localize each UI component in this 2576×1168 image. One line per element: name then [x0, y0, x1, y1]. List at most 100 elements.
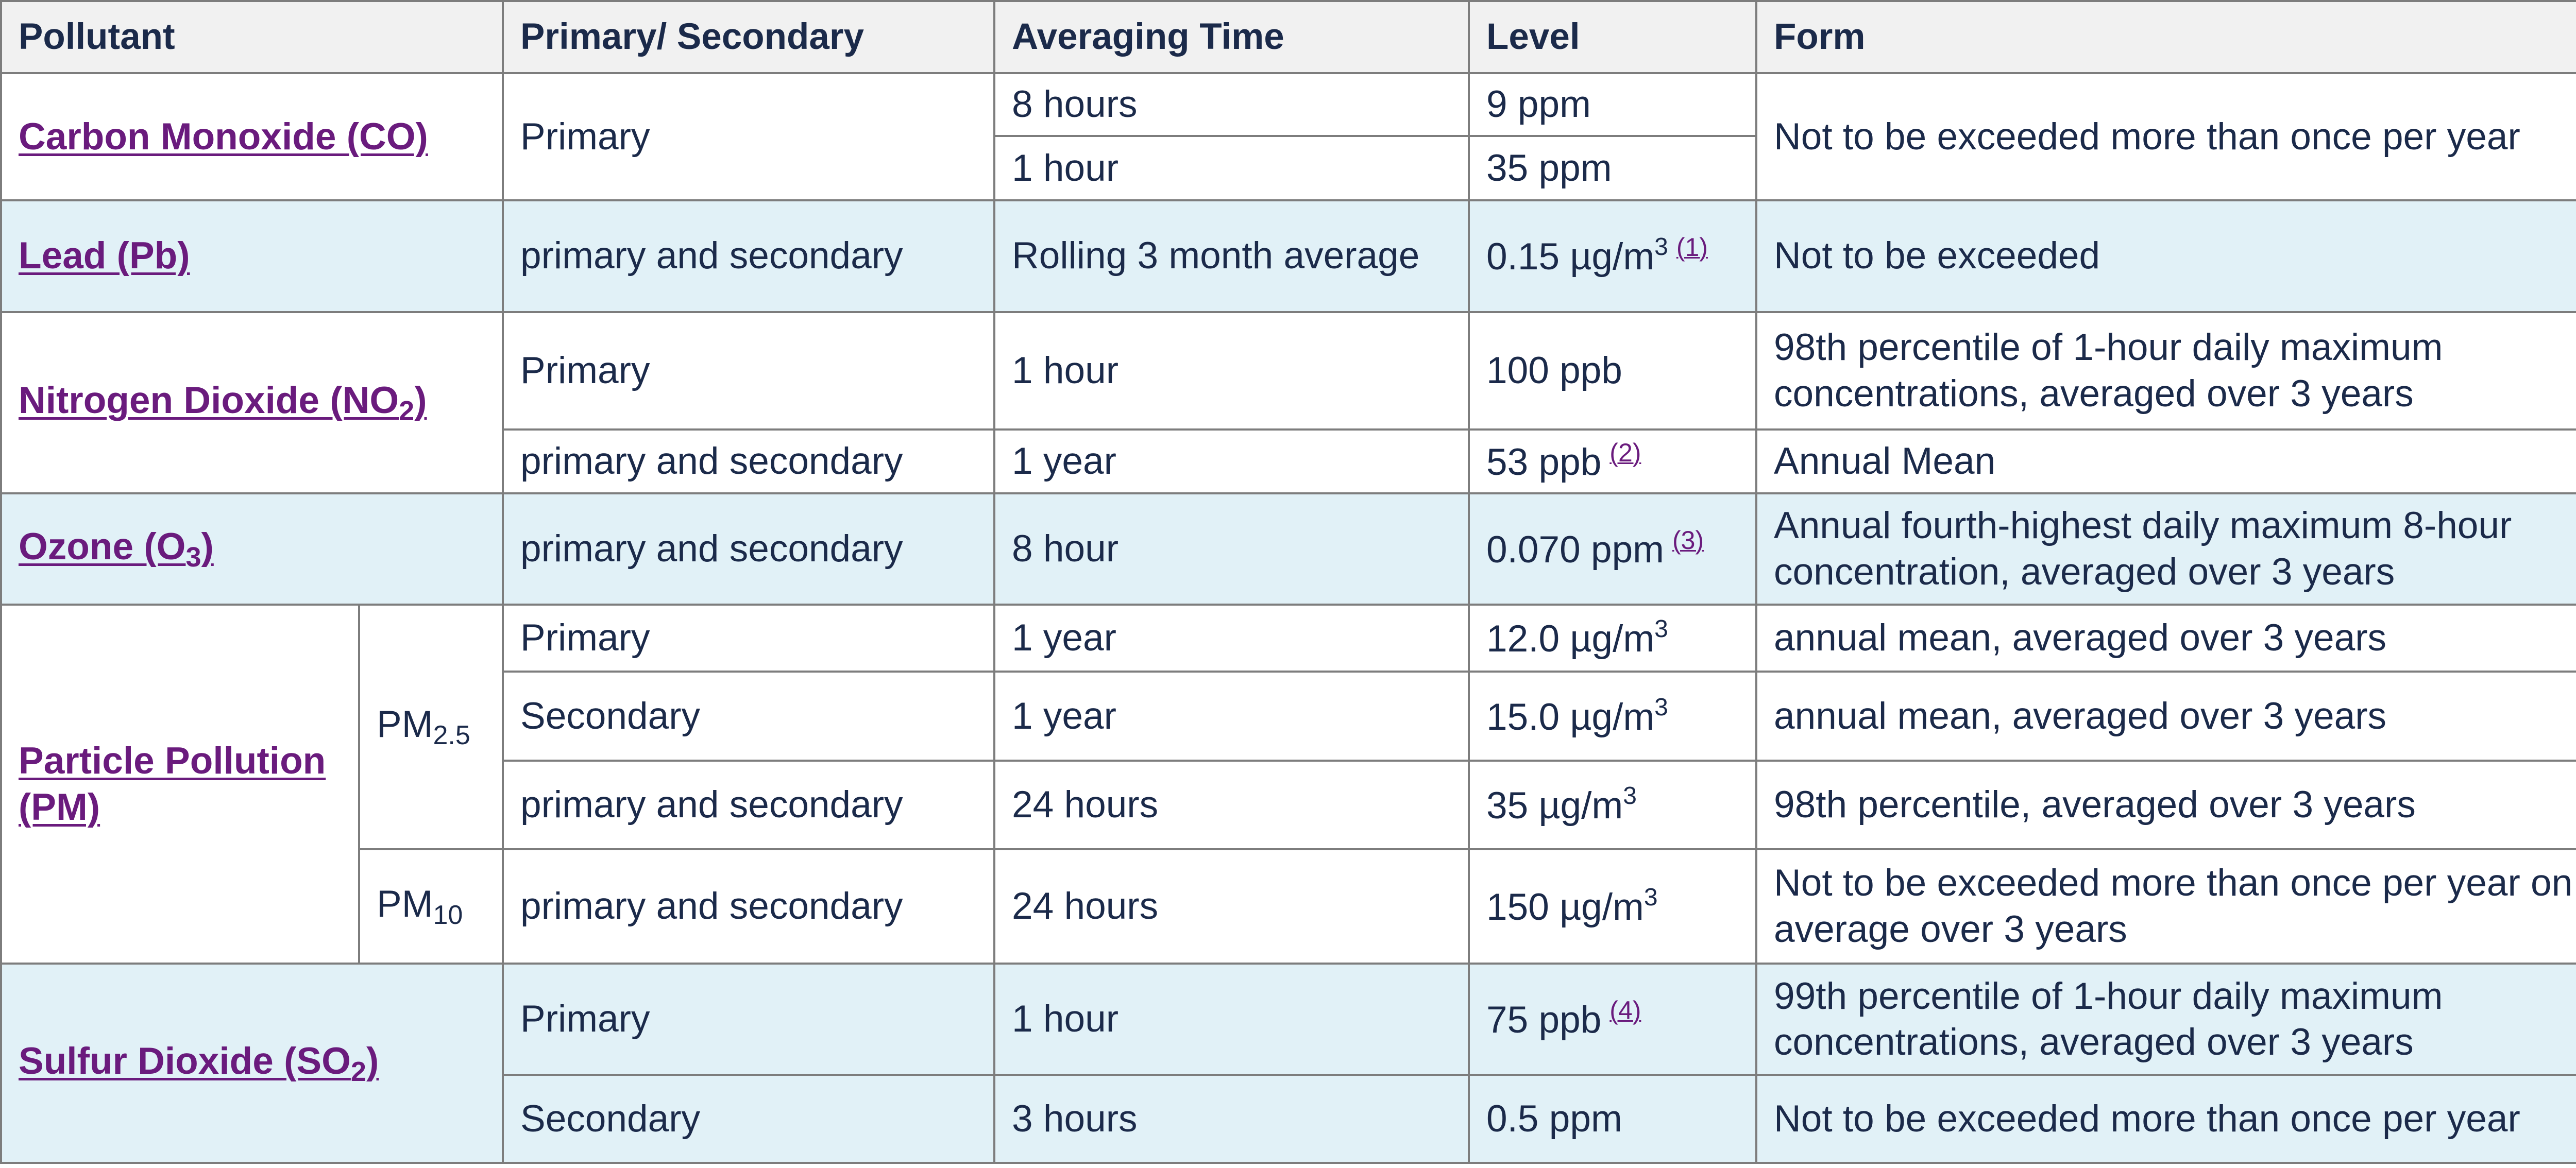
unit-superscript: 3: [1654, 615, 1668, 643]
pm25-label: PM: [377, 703, 433, 745]
form-cell: Annual fourth-highest daily maximum 8-ho…: [1755, 492, 2576, 606]
form-cell: 98th percentile, averaged over 3 years: [1755, 760, 2576, 850]
type-cell: primary and secondary: [502, 199, 996, 313]
footnote-link-1[interactable]: (1): [1676, 233, 1708, 262]
unit-superscript: 3: [1654, 233, 1668, 261]
averaging-time-cell: 1 hour: [993, 135, 1470, 201]
type-cell: primary and secondary: [502, 492, 996, 606]
chem-subscript: 3: [185, 541, 201, 573]
pollutant-cell-pm: Particle Pollution (PM): [0, 603, 360, 965]
pollutant-link-lead[interactable]: Lead (Pb): [19, 235, 190, 277]
level-cell: 75 ppb (4): [1468, 963, 1758, 1076]
type-cell: Primary: [502, 311, 996, 431]
table-row-so2-primary: Sulfur Dioxide (SO2) Primary 1 hour 75 p…: [0, 963, 2576, 1164]
header-primary-secondary: Primary/ Secondary: [502, 0, 996, 74]
header-averaging-time: Averaging Time: [993, 0, 1470, 74]
link-text: Sulfur Dioxide (SO: [19, 1040, 351, 1082]
chem-subscript: 2: [399, 395, 415, 426]
averaging-time-cell: Rolling 3 month average: [993, 199, 1470, 313]
level-value: 150 µg/m: [1486, 886, 1644, 929]
table-row-co-1h: 1 hour 35 ppm: [1, 135, 2576, 201]
pollutant-link-so2[interactable]: Sulfur Dioxide (SO2): [19, 1040, 379, 1087]
unit-superscript: 3: [1654, 693, 1668, 721]
header-form: Form: [1755, 0, 2576, 74]
type-cell: primary and secondary: [502, 760, 996, 850]
pollutant-cell-so2: Sulfur Dioxide (SO2): [0, 963, 504, 1164]
link-text: ): [201, 525, 214, 568]
footnote-link-3[interactable]: (3): [1672, 526, 1704, 555]
unit-superscript: 3: [1623, 782, 1637, 810]
level-cell: 12.0 µg/m3: [1468, 603, 1758, 673]
level-value: 0.070 ppm: [1486, 529, 1664, 571]
averaging-time-cell: 1 year: [993, 671, 1470, 762]
type-cell: Secondary: [502, 1074, 996, 1164]
link-text: Ozone (O: [19, 525, 186, 568]
form-cell: Annual Mean: [1755, 428, 2576, 495]
level-value: 0.15 µg/m: [1486, 236, 1655, 278]
table-row-so2-secondary: Secondary 3 hours 0.5 ppm Not to be exce…: [1, 1074, 2576, 1164]
table-row-ozone: Ozone (O3) primary and secondary 8 hour …: [0, 492, 2576, 606]
form-cell: Not to be exceeded more than once per ye…: [1755, 848, 2576, 965]
pollutant-link-co[interactable]: Carbon Monoxide (CO): [19, 115, 428, 158]
level-value: 53 ppb: [1486, 441, 1602, 483]
table-row-no2-primary: Nitrogen Dioxide (NO2) Primary 1 hour 10…: [0, 311, 2576, 495]
pm10-label: PM: [377, 883, 433, 925]
table-row-co-8h: Carbon Monoxide (CO) Primary 8 hours 9 p…: [0, 72, 2576, 201]
level-cell: 0.070 ppm (3): [1468, 492, 1758, 606]
level-cell: 0.15 µg/m3 (1): [1468, 199, 1758, 313]
pollutant-link-ozone[interactable]: Ozone (O3): [19, 525, 214, 573]
pollutant-cell-lead: Lead (Pb): [0, 199, 504, 313]
form-cell: annual mean, averaged over 3 years: [1755, 671, 2576, 762]
table-row-lead: Lead (Pb) primary and secondary Rolling …: [0, 199, 2576, 313]
level-value: 35 µg/m: [1486, 784, 1623, 827]
form-cell: Not to be exceeded more than once per ye…: [1755, 1074, 2576, 1164]
pollutant-cell-ozone: Ozone (O3): [0, 492, 504, 606]
level-cell: 15.0 µg/m3: [1468, 671, 1758, 762]
table-row-pm10: PM10 primary and secondary 24 hours 150 …: [1, 848, 2576, 965]
table-row-pm25-secondary: Secondary 1 year 15.0 µg/m3 annual mean,…: [1, 671, 2576, 762]
form-cell: annual mean, averaged over 3 years: [1755, 603, 2576, 673]
averaging-time-cell: 1 hour: [993, 963, 1470, 1076]
footnote-link-2[interactable]: (2): [1609, 438, 1641, 467]
level-cell: 150 µg/m3: [1468, 848, 1758, 965]
pm10-subscript: 10: [433, 900, 463, 930]
form-cell: Not to be exceeded more than once per ye…: [1755, 72, 2576, 201]
averaging-time-cell: 3 hours: [993, 1074, 1470, 1164]
level-cell: 35 µg/m3: [1468, 760, 1758, 850]
level-value: 15.0 µg/m: [1486, 696, 1655, 738]
form-cell: 98th percentile of 1-hour daily maximum …: [1755, 311, 2576, 431]
link-text: ): [366, 1040, 379, 1082]
table-row-no2-annual: primary and secondary 1 year 53 ppb (2) A…: [1, 428, 2576, 495]
averaging-time-cell: 1 year: [993, 428, 1470, 495]
pm10-label-cell: PM10: [358, 848, 504, 965]
type-cell: Primary: [502, 963, 996, 1076]
link-text: Nitrogen Dioxide (NO: [19, 379, 399, 421]
level-value: 75 ppb: [1486, 999, 1602, 1041]
pollutant-cell-no2: Nitrogen Dioxide (NO2): [0, 311, 504, 495]
level-cell: 100 ppb: [1468, 311, 1758, 431]
averaging-time-cell: 8 hours: [993, 72, 1470, 138]
pm25-label-cell: PM2.5: [358, 603, 504, 850]
form-cell: Not to be exceeded: [1755, 199, 2576, 313]
chem-subscript: 2: [350, 1056, 366, 1087]
averaging-time-cell: 24 hours: [993, 848, 1470, 965]
table-header-row: Pollutant Primary/ Secondary Averaging T…: [0, 0, 2576, 74]
type-cell: Secondary: [502, 671, 996, 762]
level-cell: 0.5 ppm: [1468, 1074, 1758, 1164]
averaging-time-cell: 1 hour: [993, 311, 1470, 431]
footnote-link-4[interactable]: (4): [1609, 996, 1641, 1025]
type-cell: Primary: [502, 72, 996, 201]
level-cell: 35 ppm: [1468, 135, 1758, 201]
pm25-subscript: 2.5: [433, 720, 470, 750]
level-value: 12.0 µg/m: [1486, 618, 1655, 660]
table-row-pm25-primary: Particle Pollution (PM) PM2.5 Primary 1 …: [0, 603, 2576, 965]
header-pollutant: Pollutant: [0, 0, 504, 74]
pollutant-link-pm[interactable]: Particle Pollution (PM): [19, 740, 326, 828]
type-cell: primary and secondary: [502, 428, 996, 495]
unit-superscript: 3: [1643, 884, 1658, 912]
form-cell: 99th percentile of 1-hour daily maximum …: [1755, 963, 2576, 1076]
level-cell: 9 ppm: [1468, 72, 1758, 138]
pollutant-link-no2[interactable]: Nitrogen Dioxide (NO2): [19, 379, 427, 426]
level-cell: 53 ppb (2): [1468, 428, 1758, 495]
